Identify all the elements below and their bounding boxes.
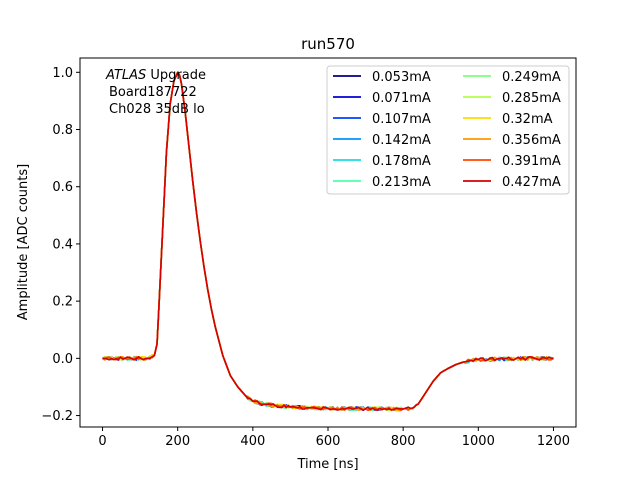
chart-title: run570 xyxy=(301,35,355,53)
plot-area xyxy=(79,57,577,428)
x-tick-label: 200 xyxy=(165,434,190,449)
legend-items: 0.053mA 0.071mA 0.107mA 0.142mA 0.178mA 0.213… xyxy=(333,70,561,190)
series-layer xyxy=(102,71,554,412)
y-tick-label: 0.8 xyxy=(52,123,73,138)
atlas-annotation: ATLAS Upgrade Board187722 Ch028 35dB lo xyxy=(105,68,206,117)
annotation-board: Board187722 xyxy=(109,85,197,100)
legend-label: 0.32mA xyxy=(502,112,553,127)
legend-label: 0.071mA xyxy=(372,91,431,106)
y-tick-label: 0.4 xyxy=(52,237,73,252)
annotation-atlas: ATLAS xyxy=(105,68,146,83)
annotation-upgrade: Upgrade xyxy=(146,68,206,83)
y-tick-label: 0.0 xyxy=(52,352,73,367)
legend-label: 0.391mA xyxy=(502,154,561,169)
y-axis-ticks: −0.2 0.0 0.2 0.4 0.6 0.8 1.0 xyxy=(41,66,80,424)
legend-label: 0.053mA xyxy=(372,70,431,85)
y-tick-label: 1.0 xyxy=(52,66,73,81)
legend-label: 0.107mA xyxy=(372,112,431,127)
y-axis-label: Amplitude [ADC counts] xyxy=(16,164,31,320)
legend: 0.053mA 0.071mA 0.107mA 0.142mA 0.178mA 0.213… xyxy=(326,65,570,195)
legend-label: 0.178mA xyxy=(372,154,431,169)
x-tick-label: 0 xyxy=(98,434,106,449)
annotation-line-1: ATLAS Upgrade xyxy=(105,68,206,83)
legend-box xyxy=(326,65,570,195)
legend-label: 0.249mA xyxy=(502,70,561,85)
legend-label: 0.142mA xyxy=(372,133,431,148)
legend-label: 0.427mA xyxy=(502,175,561,190)
x-tick-label: 800 xyxy=(391,434,416,449)
annotation-channel: Ch028 35dB lo xyxy=(109,102,205,117)
x-tick-label: 1000 xyxy=(462,434,495,449)
legend-label: 0.356mA xyxy=(502,133,561,148)
x-tick-label: 1200 xyxy=(537,434,570,449)
y-tick-label: 0.6 xyxy=(52,180,73,195)
legend-label: 0.285mA xyxy=(502,91,561,106)
legend-label: 0.213mA xyxy=(372,175,431,190)
x-tick-label: 400 xyxy=(240,434,265,449)
series-line xyxy=(102,71,554,412)
x-axis-label: Time [ns] xyxy=(296,457,358,472)
x-tick-label: 600 xyxy=(316,434,341,449)
y-tick-label: −0.2 xyxy=(41,409,73,424)
y-tick-label: 0.2 xyxy=(52,295,73,310)
x-axis-ticks: 0 200 400 600 800 1000 1200 xyxy=(98,427,570,449)
